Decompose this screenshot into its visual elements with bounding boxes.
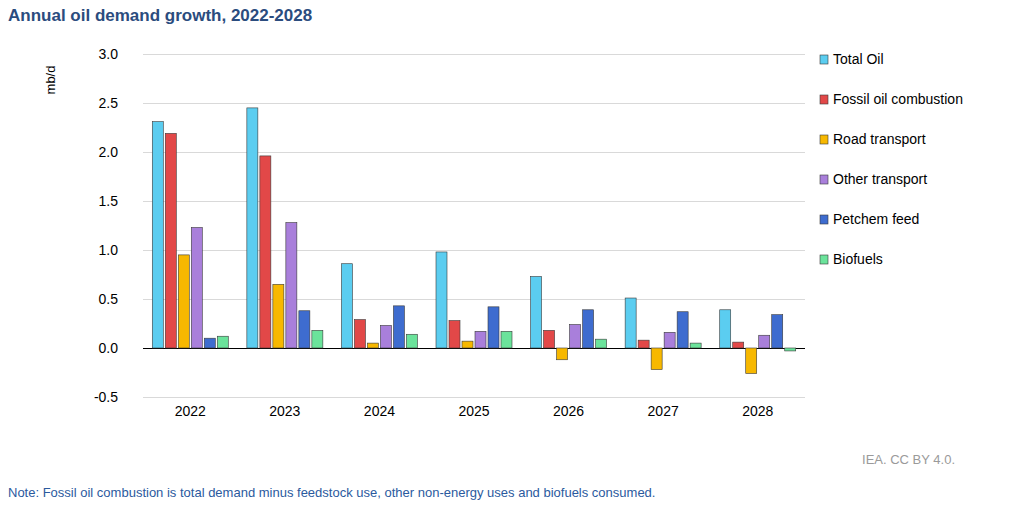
bar [638, 340, 649, 348]
grid-line [143, 103, 805, 104]
title: Annual oil demand growth, 2022-2028 [8, 6, 312, 25]
bar [557, 348, 568, 360]
legend: Total Oil Fossil oil combustion Road trans… [820, 51, 963, 267]
x-tick-label: 2022 [175, 403, 206, 419]
bar [462, 341, 473, 348]
bar [286, 223, 297, 348]
bar [341, 264, 352, 348]
chart: Annual oil demand growth, 2022-2028 mb/d -… [0, 0, 1024, 517]
grid-line [143, 299, 805, 300]
x-tick-label: 2024 [364, 403, 395, 419]
bar [544, 330, 555, 348]
x-tick-label: 2028 [742, 403, 773, 419]
legend-line: Petchem feed [833, 211, 919, 227]
bar [759, 335, 770, 348]
legend-label: Fossil oil combustion [833, 91, 963, 107]
bars [152, 108, 795, 374]
bar [247, 108, 258, 348]
x-tick-label: 2025 [458, 403, 489, 419]
bar [299, 311, 310, 348]
grid-line [143, 250, 805, 251]
y-tick-label: 0.0 [99, 340, 119, 356]
y-tick-label: 0.5 [99, 291, 119, 307]
legend-label: Biofuels [833, 251, 883, 267]
bar [393, 306, 404, 348]
bar [583, 310, 594, 348]
bar [260, 156, 271, 348]
y-tick-label: 2.0 [99, 144, 119, 160]
y-tick-label: 3.0 [99, 46, 119, 62]
x-tick-label: 2026 [553, 403, 584, 419]
bar [690, 343, 701, 348]
bar [488, 307, 499, 348]
bar [720, 310, 731, 348]
y-tick-label: -0.5 [94, 389, 118, 405]
legend-swatch [820, 55, 828, 64]
legend-label: Other transport [833, 171, 927, 187]
y-tick-label: 2.5 [99, 95, 119, 111]
grid-line [143, 201, 805, 202]
bar [165, 133, 176, 348]
legend-swatch [820, 95, 828, 104]
x-tick-label: 2027 [648, 403, 679, 419]
y-axis-label: mb/d [43, 66, 58, 95]
note: Note: Fossil oil combustion is total dem… [8, 485, 655, 500]
bar [312, 330, 323, 348]
legend-label: Road transport [833, 131, 926, 147]
legend-line: Road transport [833, 131, 926, 147]
legend-line: Biofuels [833, 251, 883, 267]
bar [380, 325, 391, 348]
grid [143, 54, 805, 397]
bar [217, 336, 228, 348]
bar [436, 252, 447, 348]
bar [651, 348, 662, 370]
bar [354, 320, 365, 348]
bar [625, 298, 636, 348]
legend-line: Total Oil [833, 51, 884, 67]
source: IEA. CC BY 4.0. [862, 452, 955, 467]
legend-swatch [820, 255, 828, 264]
y-tick-label: 1.5 [99, 193, 119, 209]
bar [531, 276, 542, 348]
y-tick-label: 1.0 [99, 242, 119, 258]
bar [785, 348, 796, 351]
bar [406, 334, 417, 348]
legend-swatch [820, 175, 828, 184]
bar [746, 348, 757, 373]
bar [677, 312, 688, 348]
bar [204, 338, 215, 348]
legend-label: Petchem feed [833, 211, 919, 227]
legend-label: Total Oil [833, 51, 884, 67]
bar [664, 332, 675, 348]
legend-line: Other transport [833, 171, 927, 187]
grid-line [143, 152, 805, 153]
grid-line [143, 348, 805, 349]
legend-swatch [820, 215, 828, 224]
bar [367, 343, 378, 348]
legend-swatch [820, 135, 828, 144]
bar [570, 324, 581, 348]
bar [449, 321, 460, 348]
bar [178, 255, 189, 348]
bar [772, 315, 783, 348]
bar [273, 284, 284, 348]
bar [191, 227, 202, 348]
bar [501, 331, 512, 348]
x-tick-label: 2023 [269, 403, 300, 419]
bar [152, 122, 163, 348]
grid-line [143, 397, 805, 398]
bar [733, 342, 744, 348]
legend-line: Fossil oil combustion [833, 91, 963, 107]
grid-line [143, 54, 805, 55]
bar [475, 331, 486, 348]
bar [596, 339, 607, 348]
